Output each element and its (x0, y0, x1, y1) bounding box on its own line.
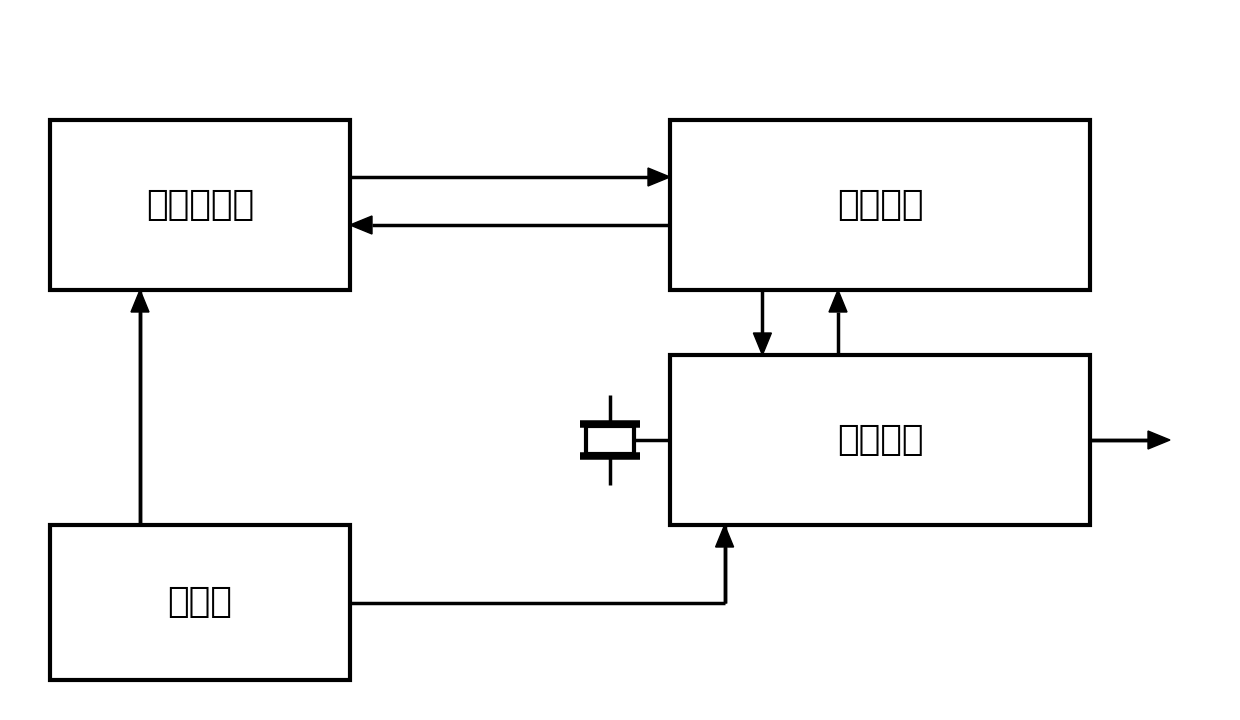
Bar (670, 355, 1090, 525)
Polygon shape (754, 333, 771, 355)
Text: 稳压器: 稳压器 (167, 585, 232, 619)
Polygon shape (1148, 431, 1171, 449)
Bar (50, 120, 350, 290)
Polygon shape (715, 525, 734, 547)
Bar (50, 525, 350, 680)
Polygon shape (830, 290, 847, 312)
Bar (670, 120, 1090, 290)
Text: 微控制器: 微控制器 (837, 188, 924, 222)
Bar (587, 426, 634, 454)
Polygon shape (350, 216, 372, 234)
Text: 温度传感器: 温度传感器 (146, 188, 254, 222)
Text: 时钟电路: 时钟电路 (837, 423, 924, 457)
Polygon shape (649, 168, 670, 186)
Polygon shape (131, 290, 149, 312)
